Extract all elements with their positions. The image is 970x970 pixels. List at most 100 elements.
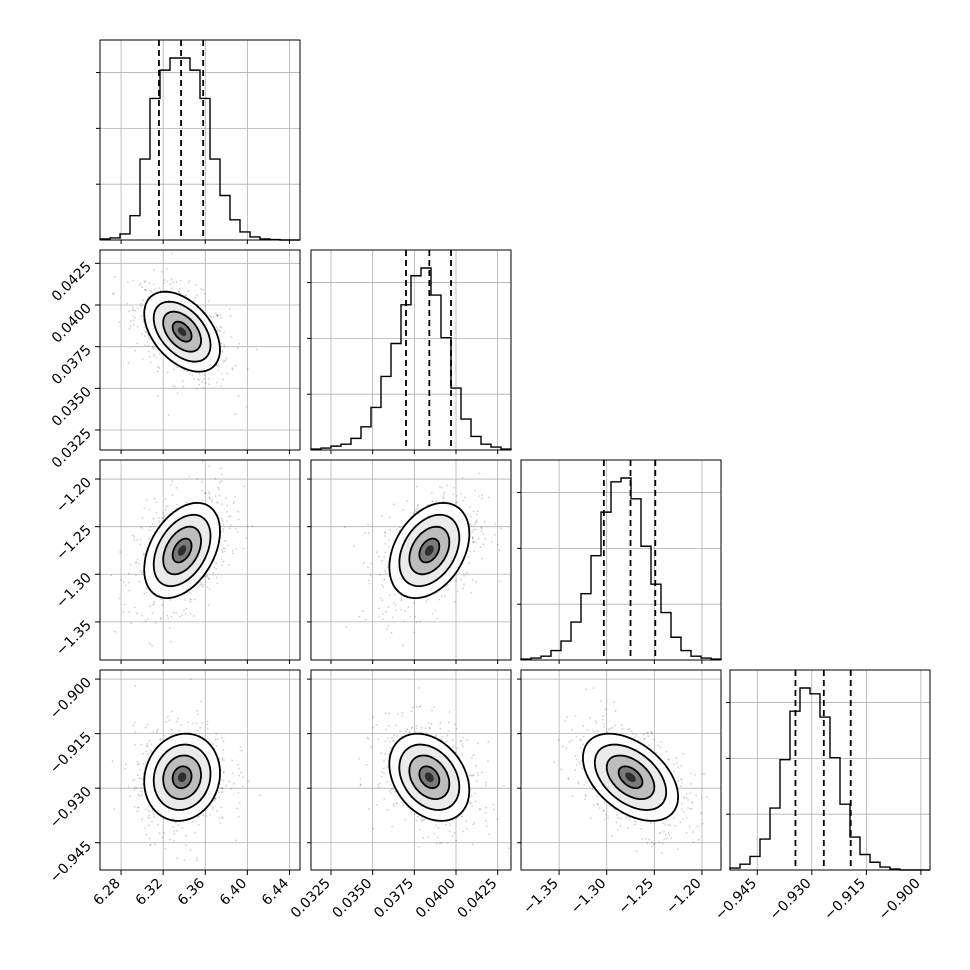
scatter-point [475, 580, 478, 583]
scatter-point [189, 592, 192, 595]
scatter-point [118, 597, 121, 600]
scatter-point [152, 517, 155, 520]
scatter-point [206, 723, 209, 726]
scatter-point [433, 832, 436, 835]
scatter-point [163, 832, 166, 834]
scatter-point [439, 842, 441, 845]
scatter-point [176, 857, 179, 860]
scatter-point [200, 700, 203, 703]
scatter-point [387, 539, 390, 541]
scatter-point [237, 510, 239, 513]
scatter-point [112, 292, 115, 295]
scatter-point [485, 819, 487, 822]
scatter-point [620, 723, 623, 726]
scatter-point [653, 738, 655, 741]
scatter-point [164, 498, 167, 500]
scatter-point [140, 790, 142, 793]
scatter-point [215, 576, 218, 579]
scatter-point [699, 812, 702, 815]
scatter-point [657, 744, 660, 747]
scatter-point [479, 808, 482, 811]
scatter-point [664, 824, 667, 827]
scatter-point [148, 337, 151, 340]
panel-frame [310, 669, 512, 871]
scatter-point [588, 716, 591, 719]
scatter-point [383, 798, 386, 801]
scatter-point [143, 507, 146, 510]
scatter-point [170, 287, 173, 290]
scatter-point [221, 564, 223, 567]
scatter-point [150, 820, 153, 823]
scatter-point [465, 820, 468, 823]
scatter-point [418, 845, 420, 848]
scatter-point [148, 814, 151, 817]
x-tick-label: −1.35 [520, 876, 562, 918]
scatter-point [667, 758, 670, 761]
scatter-point [451, 835, 454, 837]
scatter-point [611, 726, 614, 729]
scatter-point [196, 713, 199, 716]
density-level-4 [177, 545, 187, 556]
scatter-point [454, 723, 457, 726]
scatter-point [150, 290, 153, 293]
x-axis-3: −0.945 −0.930 −0.915 −0.900 [712, 870, 924, 923]
scatter-point [472, 754, 475, 756]
x-tick-label: 0.0350 [330, 876, 376, 922]
scatter-point [601, 718, 604, 721]
scatter-point [393, 503, 396, 506]
scatter-point [428, 726, 431, 729]
scatter-point [474, 520, 477, 523]
scatter-point [220, 385, 222, 387]
scatter-point [596, 730, 599, 733]
scatter-point [209, 587, 211, 590]
scatter-point [396, 734, 399, 737]
scatter-point [410, 710, 413, 713]
scatter-point [459, 493, 462, 496]
scatter-point [682, 811, 685, 813]
scatter-point [148, 282, 151, 285]
scatter-point [223, 331, 225, 334]
scatter-point [196, 709, 199, 712]
scatter-point [473, 541, 475, 544]
scatter-point [201, 499, 203, 502]
scatter-point [186, 370, 189, 373]
scatter-point [387, 545, 390, 548]
scatter-point [169, 838, 171, 841]
scatter-point [492, 803, 495, 806]
scatter-point [669, 824, 672, 827]
scatter-point [206, 728, 209, 730]
scatter-point [208, 497, 211, 500]
scatter-point [653, 842, 656, 845]
scatter-point [406, 728, 409, 731]
scatter-point [220, 768, 223, 771]
scatter-point [231, 759, 234, 762]
scatter-point [147, 809, 150, 812]
y-tick-label: −0.930 [47, 784, 95, 832]
scatter-point [218, 796, 221, 799]
scatter-point [381, 612, 384, 615]
scatter-point [154, 346, 157, 349]
scatter-point [145, 591, 148, 594]
scatter-point [195, 387, 198, 390]
scatter-point [602, 715, 604, 718]
scatter-point [233, 495, 236, 498]
scatter-point [223, 360, 226, 363]
scatter-point [153, 525, 155, 528]
scatter-point [562, 745, 564, 748]
scatter-point [213, 566, 216, 569]
scatter-point [126, 302, 129, 305]
scatter-point [368, 582, 371, 585]
scatter-point [146, 742, 149, 745]
scatter-point [420, 727, 423, 729]
scatter-point [475, 780, 478, 782]
scatter-point [577, 782, 580, 785]
panel-frame [520, 459, 722, 661]
scatter-point [225, 372, 228, 375]
scatter-point [143, 289, 146, 291]
scatter-point [204, 575, 206, 578]
scatter-point [682, 752, 685, 755]
scatter-point [470, 515, 472, 518]
x-tick-label: −1.20 [663, 876, 705, 918]
scatter-point [439, 722, 442, 725]
scatter-point [433, 706, 435, 709]
